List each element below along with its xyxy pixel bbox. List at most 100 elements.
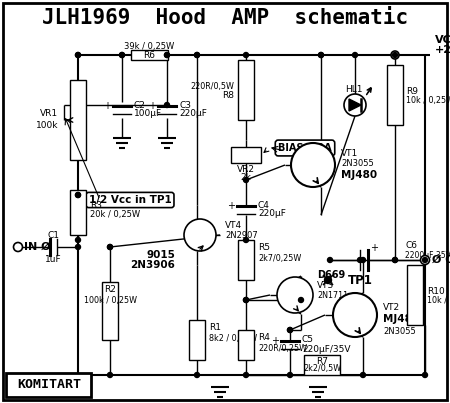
Circle shape — [291, 143, 335, 187]
Text: 2k2/0,5W: 2k2/0,5W — [303, 364, 341, 372]
Circle shape — [76, 193, 81, 197]
Circle shape — [243, 372, 248, 378]
Circle shape — [319, 52, 324, 58]
Circle shape — [76, 52, 81, 58]
Text: R3: R3 — [90, 201, 102, 210]
Bar — [6, 373, 91, 397]
Circle shape — [243, 297, 248, 303]
Bar — [304, 355, 340, 375]
Text: VCC: VCC — [435, 35, 450, 45]
Text: 10k / 0,25W: 10k / 0,25W — [427, 295, 450, 305]
Text: 2200μF 35V: 2200μF 35V — [405, 251, 450, 260]
Text: 1uF: 1uF — [45, 255, 61, 264]
Circle shape — [298, 297, 303, 303]
Text: C4: C4 — [258, 201, 270, 210]
Circle shape — [76, 52, 81, 58]
Text: C2: C2 — [134, 100, 146, 110]
Circle shape — [76, 245, 81, 249]
Circle shape — [288, 372, 292, 378]
Bar — [70, 80, 86, 160]
Bar — [189, 320, 205, 360]
Text: C6: C6 — [405, 241, 417, 251]
Circle shape — [108, 372, 112, 378]
Circle shape — [108, 245, 112, 249]
Text: 2N1711: 2N1711 — [317, 291, 348, 299]
Text: R6: R6 — [144, 52, 156, 60]
Circle shape — [194, 372, 199, 378]
Text: +: + — [370, 243, 378, 253]
Circle shape — [344, 94, 366, 116]
Circle shape — [357, 258, 363, 262]
Circle shape — [243, 177, 248, 183]
Text: 2k7/0,25W: 2k7/0,25W — [258, 253, 301, 262]
Text: Ø OUT: Ø OUT — [432, 255, 450, 265]
Text: R1: R1 — [209, 324, 221, 332]
Bar — [238, 240, 254, 280]
Text: 2N3906: 2N3906 — [130, 260, 175, 270]
Circle shape — [165, 102, 170, 108]
Bar — [131, 50, 168, 60]
Circle shape — [76, 193, 81, 197]
Text: C5: C5 — [302, 336, 314, 345]
Circle shape — [392, 258, 397, 262]
Circle shape — [288, 328, 292, 332]
Circle shape — [360, 372, 365, 378]
Text: 2N3055: 2N3055 — [341, 158, 374, 168]
Circle shape — [14, 243, 22, 251]
Text: 2k: 2k — [241, 174, 252, 183]
Circle shape — [76, 237, 81, 243]
Text: 220μF: 220μF — [258, 210, 286, 218]
Circle shape — [120, 52, 125, 58]
Text: +24V: +24V — [435, 45, 450, 55]
Text: 8k2 / 0,25W: 8k2 / 0,25W — [209, 334, 257, 343]
Text: +: + — [227, 201, 235, 211]
Circle shape — [391, 51, 399, 59]
Circle shape — [243, 297, 248, 303]
Text: VR2: VR2 — [237, 164, 255, 174]
Circle shape — [319, 52, 324, 58]
Text: R7: R7 — [316, 357, 328, 366]
Text: 10k / 0,25W: 10k / 0,25W — [406, 96, 450, 104]
Text: MJ480: MJ480 — [341, 170, 377, 180]
Text: VR1: VR1 — [40, 110, 58, 118]
Circle shape — [184, 219, 216, 251]
Circle shape — [352, 52, 357, 58]
Text: R4: R4 — [258, 334, 270, 343]
Circle shape — [423, 258, 427, 262]
Text: 39k / 0,25W: 39k / 0,25W — [124, 42, 175, 52]
Circle shape — [324, 276, 332, 283]
Bar — [407, 265, 423, 325]
Circle shape — [243, 52, 248, 58]
Bar — [231, 147, 261, 163]
Text: 220μF: 220μF — [179, 110, 207, 118]
Circle shape — [194, 52, 199, 58]
Text: 220R/0,5W: 220R/0,5W — [190, 81, 234, 91]
Text: 220R/0,25W: 220R/0,25W — [258, 343, 307, 353]
Bar — [70, 190, 86, 235]
Text: 9015: 9015 — [146, 250, 175, 260]
Circle shape — [392, 258, 397, 262]
Circle shape — [243, 237, 248, 243]
Circle shape — [392, 52, 397, 58]
Circle shape — [277, 277, 313, 313]
Circle shape — [420, 256, 429, 264]
Polygon shape — [349, 99, 361, 111]
Text: 2N2907: 2N2907 — [225, 231, 258, 239]
Circle shape — [360, 258, 365, 262]
Circle shape — [288, 328, 292, 332]
Circle shape — [165, 52, 170, 58]
Text: KOMITART: KOMITART — [17, 378, 81, 391]
Bar — [238, 60, 254, 120]
Circle shape — [165, 52, 170, 58]
Text: R9: R9 — [406, 87, 418, 96]
Text: VT2: VT2 — [383, 303, 400, 312]
Text: +: + — [271, 336, 279, 346]
Text: VT4: VT4 — [225, 220, 242, 229]
Bar — [387, 65, 403, 125]
Bar — [238, 330, 254, 360]
Text: R5: R5 — [258, 243, 270, 253]
Text: 2N3055: 2N3055 — [383, 326, 416, 336]
Circle shape — [120, 52, 125, 58]
Text: HL1: HL1 — [345, 85, 363, 93]
Text: 220μF/35V: 220μF/35V — [302, 345, 351, 353]
